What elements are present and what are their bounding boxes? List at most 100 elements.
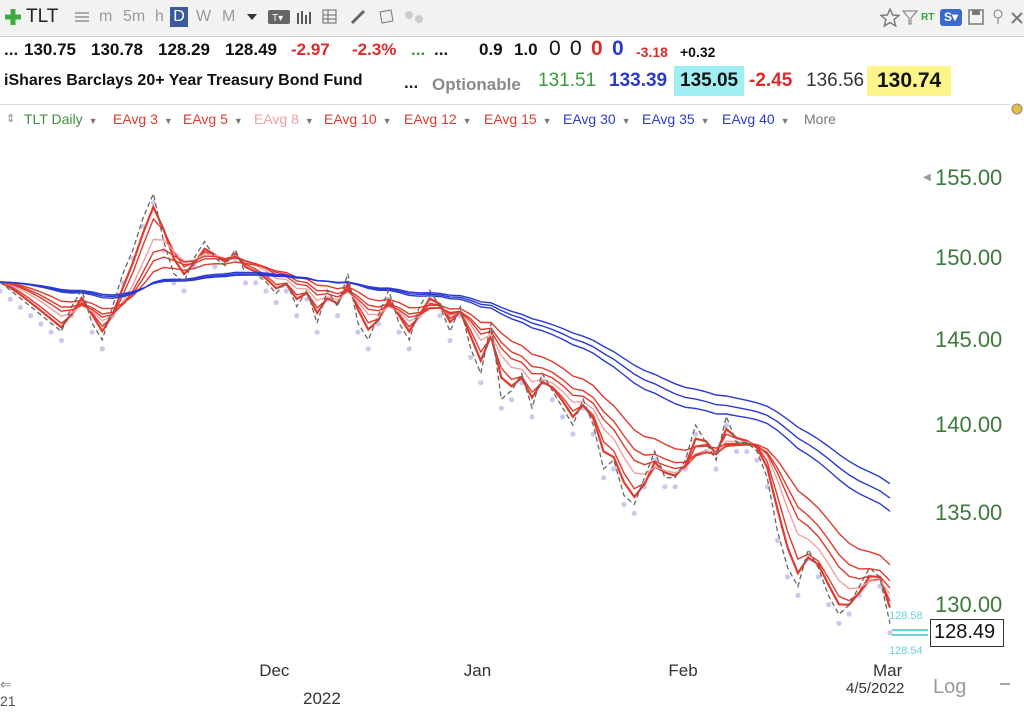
legend-item-eavg-8[interactable]: EAvg 8 ▼: [254, 111, 314, 127]
low-dot: [539, 380, 545, 386]
low-dot: [478, 380, 484, 386]
x-tick-label: Feb: [668, 661, 698, 680]
low-dot: [631, 510, 637, 516]
legend-label: TLT Daily: [24, 111, 83, 127]
year-label: 2022: [303, 689, 341, 708]
quote-dots-3: ...: [434, 40, 449, 59]
low-dot: [457, 313, 463, 319]
legend-item-tlt-daily[interactable]: TLT Daily ▼: [24, 111, 98, 127]
add-symbol-icon[interactable]: [4, 8, 22, 26]
low-dot: [427, 296, 433, 302]
ma-line-eavg-30: [0, 271, 891, 512]
period-h[interactable]: h: [155, 8, 164, 25]
low-dot: [314, 329, 320, 335]
legend-label: EAvg 8: [254, 111, 299, 127]
low-dot: [836, 620, 842, 627]
note-icon[interactable]: [378, 9, 394, 25]
save-icon[interactable]: [968, 9, 984, 25]
chart-legend: ⇕ TLT Daily ▼ EAvg 3 ▼ EAvg 5 ▼ EAvg 8 ▼ EAv…: [0, 104, 1010, 131]
quote-p3: 135.05: [674, 66, 745, 96]
ma-line-eavg-3: [0, 204, 892, 609]
low-dot: [161, 247, 167, 254]
pencil-icon[interactable]: [350, 9, 366, 25]
quote-dots-2: ...: [411, 40, 426, 59]
ma-line-eavg-35: [0, 273, 891, 499]
legend-move-icon[interactable]: ⇕: [6, 113, 16, 125]
quote-n5: -3.18: [636, 44, 668, 60]
date-label: 4/5/2022: [846, 680, 905, 697]
grid-add-icon[interactable]: [322, 9, 338, 25]
low-dot: [273, 299, 279, 306]
low-dot: [519, 380, 525, 386]
quote-v1: 0.9: [479, 40, 503, 59]
legend-item-eavg-12[interactable]: EAvg 12 ▼: [404, 111, 472, 127]
low-dot: [263, 288, 269, 294]
legend-item-eavg-35[interactable]: EAvg 35 ▼: [642, 111, 710, 127]
legend-item-eavg-5[interactable]: EAvg 5 ▼: [183, 111, 243, 127]
collapse-icon[interactable]: [999, 676, 1011, 686]
low-dot: [294, 313, 300, 319]
rt-label[interactable]: RT: [921, 12, 935, 23]
legend-item-eavg-30[interactable]: EAvg 30 ▼: [563, 111, 631, 127]
low-dot: [682, 466, 689, 472]
close-dots: [0, 200, 893, 636]
low-dot: [713, 466, 719, 472]
low-dot: [621, 501, 627, 508]
ma-line-eavg-10: [0, 248, 891, 589]
legend-item-eavg-3[interactable]: EAvg 3 ▼: [113, 111, 173, 127]
quote-high: 130.78: [91, 40, 143, 59]
s-label: S: [943, 10, 952, 24]
dropdown-arrow-icon[interactable]: [244, 9, 260, 25]
dots-icon[interactable]: [404, 9, 428, 25]
low-dot: [662, 484, 668, 490]
period-d[interactable]: D: [170, 7, 188, 27]
x-tick-label: Jan: [463, 661, 492, 680]
low-dot: [488, 329, 494, 335]
period-w[interactable]: W: [196, 8, 212, 25]
period-m[interactable]: m: [99, 8, 113, 25]
chart-toolbar: m 5m h D W M T▾ RT S▾: [0, 0, 1024, 37]
close-icon[interactable]: [1010, 9, 1024, 25]
price-line: [0, 191, 891, 624]
low-dot: [601, 475, 607, 481]
alert-filter-icon[interactable]: [901, 9, 919, 25]
legend-item-more[interactable]: More: [804, 111, 836, 127]
legend-item-eavg-40[interactable]: EAvg 40 ▼: [722, 111, 790, 127]
low-dot: [130, 255, 136, 262]
quote-n6: +0.32: [680, 44, 716, 60]
star-icon[interactable]: [879, 7, 901, 28]
scroll-back-icon[interactable]: ⇐: [0, 676, 12, 692]
settings-icon[interactable]: [1010, 102, 1024, 116]
low-dot: [703, 448, 709, 455]
quote-p2: 133.39: [609, 70, 668, 91]
y-tick-label: 135.00: [935, 500, 1003, 526]
low-dot: [171, 280, 177, 286]
quote-change: -2.97: [291, 40, 330, 59]
legend-label: EAvg 35: [642, 111, 695, 127]
s-button[interactable]: S▾: [940, 9, 962, 26]
symbol-input[interactable]: [26, 6, 66, 28]
period-5m[interactable]: 5m: [123, 8, 146, 25]
quote-n3: 0: [591, 37, 603, 60]
low-dot: [222, 272, 228, 278]
quote-change-pct: -2.3%: [352, 40, 397, 59]
period-mo[interactable]: M: [222, 8, 236, 25]
low-dot: [734, 448, 740, 455]
log-toggle[interactable]: Log: [933, 676, 967, 698]
mini-marker-icon: [892, 629, 928, 636]
bar-chart-icon[interactable]: [296, 9, 312, 25]
low-dot: [805, 556, 811, 562]
low-dot: [416, 313, 422, 319]
text-icon[interactable]: T▾: [268, 9, 290, 25]
low-dot: [48, 329, 54, 335]
legend-label: EAvg 30: [563, 111, 616, 127]
pin-icon[interactable]: [990, 9, 1006, 25]
y-tick-label: 150.00: [935, 244, 1003, 270]
menu-lines-icon[interactable]: [74, 9, 90, 25]
low-dot: [150, 200, 156, 206]
low-dot: [7, 296, 13, 302]
legend-item-eavg-15[interactable]: EAvg 15 ▼: [484, 111, 552, 127]
low-dot: [355, 329, 361, 335]
legend-item-eavg-10[interactable]: EAvg 10 ▼: [324, 111, 392, 127]
low-dot: [181, 288, 187, 294]
